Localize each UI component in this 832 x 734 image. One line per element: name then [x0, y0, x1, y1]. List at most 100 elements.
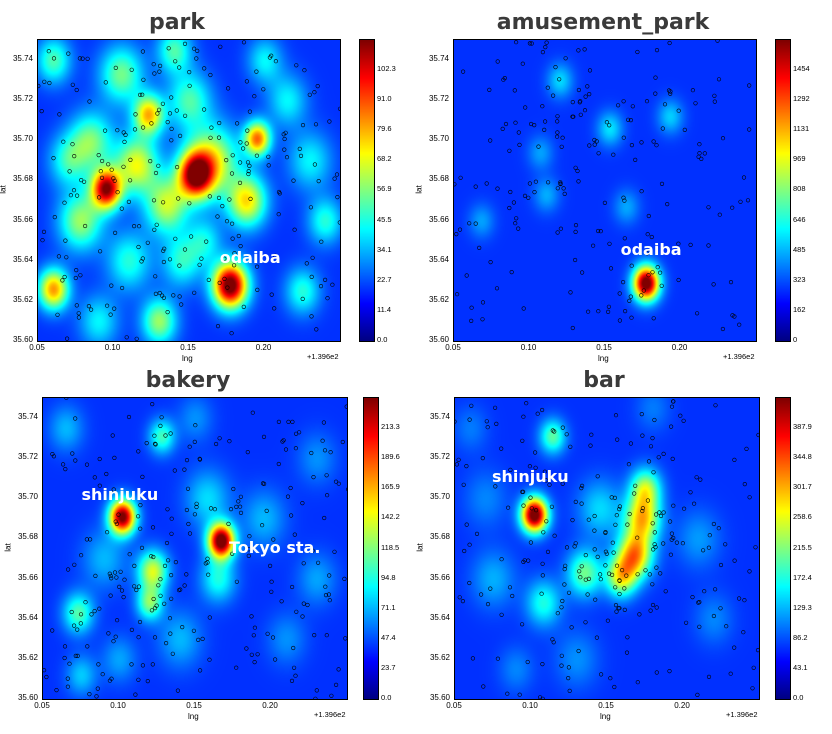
sample-point	[332, 176, 337, 181]
sample-point	[741, 630, 746, 635]
colorbar-tick-label: 34.1	[377, 244, 392, 254]
y-tick-label: 35.66	[429, 572, 450, 582]
sample-point	[571, 114, 576, 119]
sample-point	[62, 655, 67, 661]
sample-point	[187, 444, 192, 449]
sample-point	[260, 523, 265, 528]
sample-point	[124, 335, 129, 340]
sample-point	[182, 247, 188, 252]
y-tick-label: 35.66	[12, 214, 33, 224]
colorbar	[775, 397, 791, 700]
sample-point	[107, 571, 112, 576]
sample-point	[647, 572, 652, 577]
sample-point	[693, 101, 698, 106]
sample-point	[509, 270, 514, 275]
sample-point	[649, 234, 654, 240]
sample-point	[697, 151, 702, 156]
sample-point	[658, 513, 664, 519]
sample-point	[650, 521, 655, 526]
sample-point	[724, 624, 729, 629]
sample-point	[248, 196, 253, 201]
sample-point	[502, 75, 507, 81]
heatmap-surface	[455, 398, 759, 699]
colorbar-tick-label: 213.3	[381, 422, 400, 432]
sample-point	[682, 127, 687, 132]
sample-point	[521, 306, 526, 311]
sample-point	[82, 223, 88, 229]
sample-point	[249, 614, 254, 619]
sample-point	[521, 414, 526, 419]
sample-point	[557, 77, 562, 82]
sample-point	[603, 549, 608, 554]
sample-point	[527, 41, 532, 46]
sample-point	[244, 646, 249, 651]
sample-point	[479, 592, 484, 597]
sample-point	[103, 80, 108, 85]
sample-point	[322, 515, 327, 521]
y-tick-label: 35.70	[428, 134, 449, 144]
sample-point	[580, 270, 585, 275]
sample-point	[112, 455, 117, 461]
sample-point	[512, 88, 517, 93]
sample-point	[109, 283, 114, 288]
sample-point	[153, 291, 158, 296]
sample-point	[755, 648, 759, 653]
sample-point	[316, 560, 321, 565]
sample-point	[104, 471, 109, 477]
sample-point	[87, 692, 92, 697]
sample-point	[653, 545, 658, 550]
sample-point	[626, 462, 631, 467]
sample-point	[172, 468, 177, 473]
sample-point	[107, 678, 112, 683]
sample-point	[535, 411, 540, 416]
sample-point	[54, 688, 59, 693]
sample-point	[628, 117, 633, 123]
sample-point	[178, 133, 183, 138]
sample-point	[285, 494, 291, 499]
sample-point	[309, 450, 314, 456]
sample-point	[480, 317, 485, 322]
sample-point	[62, 644, 68, 649]
sample-point	[592, 142, 597, 147]
sample-point	[326, 592, 332, 597]
colorbar-tick-label: 646	[793, 214, 806, 224]
sample-point	[604, 551, 609, 556]
colorbar-tick-label: 189.6	[381, 452, 400, 462]
sample-point	[238, 160, 243, 165]
sample-point	[152, 441, 158, 447]
sample-point	[302, 68, 307, 73]
sample-point	[732, 314, 737, 319]
sample-point	[86, 304, 92, 309]
sample-point	[72, 153, 77, 159]
sample-point	[621, 280, 626, 285]
sample-point	[230, 153, 235, 158]
sample-point	[473, 184, 478, 189]
sample-point	[115, 128, 120, 133]
sample-point	[564, 432, 569, 437]
sample-point	[153, 442, 158, 447]
sample-point	[121, 595, 126, 600]
sample-point	[99, 158, 105, 164]
sample-point	[732, 558, 737, 563]
sample-point	[38, 83, 41, 89]
sample-point	[661, 451, 666, 457]
y-tick-label: 35.74	[428, 54, 449, 64]
sample-point	[139, 545, 145, 550]
sample-point	[603, 563, 608, 568]
sample-point	[62, 200, 67, 205]
sample-point	[178, 587, 183, 592]
sample-point	[586, 309, 591, 314]
sample-point	[238, 510, 244, 515]
sample-point	[511, 200, 517, 205]
sample-point	[495, 59, 500, 64]
x-tick-label: 0.05	[29, 343, 45, 352]
sample-point	[70, 451, 75, 456]
sample-point	[583, 577, 588, 582]
sample-point	[650, 602, 656, 608]
sample-point	[69, 609, 74, 615]
sample-point	[50, 628, 55, 633]
sample-point	[540, 573, 545, 578]
sample-point	[621, 135, 626, 140]
sample-point	[97, 249, 103, 254]
sample-point	[136, 244, 141, 250]
